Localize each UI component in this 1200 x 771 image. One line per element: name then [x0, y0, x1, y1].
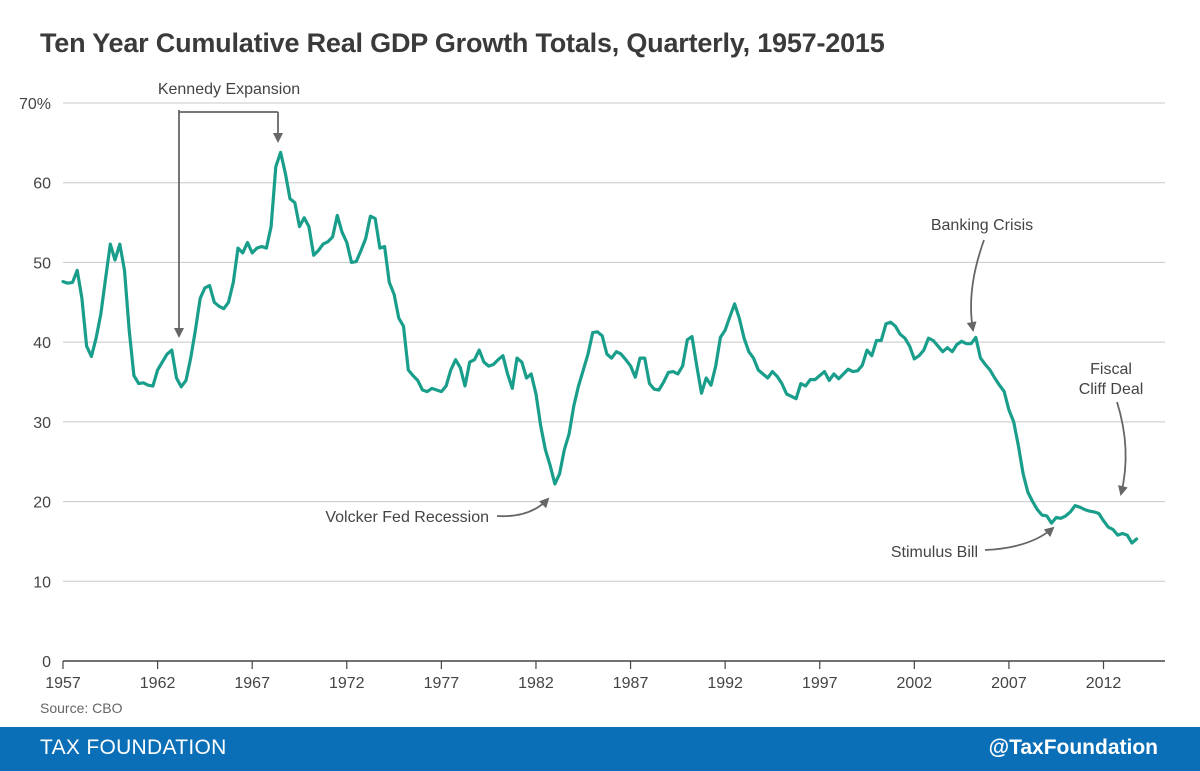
annotation-labels: Kennedy Expansion Volcker Fed Recession … — [158, 81, 1143, 561]
annotation-fiscal-line2: Cliff Deal — [1079, 381, 1144, 398]
x-tick-label-2007: 2007 — [991, 675, 1027, 692]
annotation-stimulus: Stimulus Bill — [891, 544, 978, 561]
x-tick-label-1957: 1957 — [45, 675, 81, 692]
x-tick-label-1997: 1997 — [802, 675, 838, 692]
x-tick-label-1987: 1987 — [613, 675, 649, 692]
source-note: Source: CBO — [40, 700, 123, 716]
x-tick-label-2002: 2002 — [897, 675, 933, 692]
annotation-fiscal-line1: Fiscal — [1090, 361, 1132, 378]
annotation-volcker: Volcker Fed Recession — [325, 509, 489, 526]
annotation-arrows — [174, 110, 1128, 551]
y-tick-label-50: 50 — [33, 255, 51, 272]
series-line-layer — [61, 150, 1139, 545]
annotation-banking: Banking Crisis — [931, 217, 1033, 234]
banking-arrow — [966, 239, 985, 332]
x-tick-label-1977: 1977 — [424, 675, 460, 692]
series-line-0 — [61, 150, 1139, 545]
stimulus-arrow — [984, 526, 1055, 551]
x-tick-label-1992: 1992 — [707, 675, 743, 692]
y-tick-label-30: 30 — [33, 415, 51, 432]
twitter-handle: @TaxFoundation — [988, 736, 1158, 759]
fiscal-arrow — [1116, 401, 1128, 496]
y-tick-label-60: 60 — [33, 176, 51, 193]
y-tick-label-0: 0 — [42, 654, 51, 671]
kennedy-bracket — [178, 110, 278, 113]
x-tick-label-1962: 1962 — [140, 675, 176, 692]
footer-bar: TAX FOUNDATION @TaxFoundation — [0, 727, 1200, 771]
chart-title: Ten Year Cumulative Real GDP Growth Tota… — [40, 28, 885, 58]
y-tick-label-40: 40 — [33, 335, 51, 352]
brand-name: TAX FOUNDATION — [40, 736, 227, 759]
y-tick-label-20: 20 — [33, 495, 51, 512]
x-tick-label-2012: 2012 — [1086, 675, 1122, 692]
y-tick-label-70: 70% — [19, 96, 51, 113]
x-tick-label-1982: 1982 — [518, 675, 554, 692]
x-axis-tick-labels: 1957 1962 1967 1972 1977 1982 1987 1992 1997 2002… — [45, 661, 1121, 692]
grid-lines — [63, 102, 1165, 662]
volcker-arrow — [496, 497, 550, 518]
annotation-kennedy: Kennedy Expansion — [158, 81, 300, 98]
x-tick-label-1967: 1967 — [234, 675, 270, 692]
y-axis-tick-labels: 0 10 20 30 40 50 60 70% — [19, 96, 51, 671]
x-tick-label-1972: 1972 — [329, 675, 365, 692]
y-tick-label-10: 10 — [33, 574, 51, 591]
line-chart: 0 10 20 30 40 50 60 70% 1957 1962 1967 1972 1977 198… — [19, 81, 1165, 716]
